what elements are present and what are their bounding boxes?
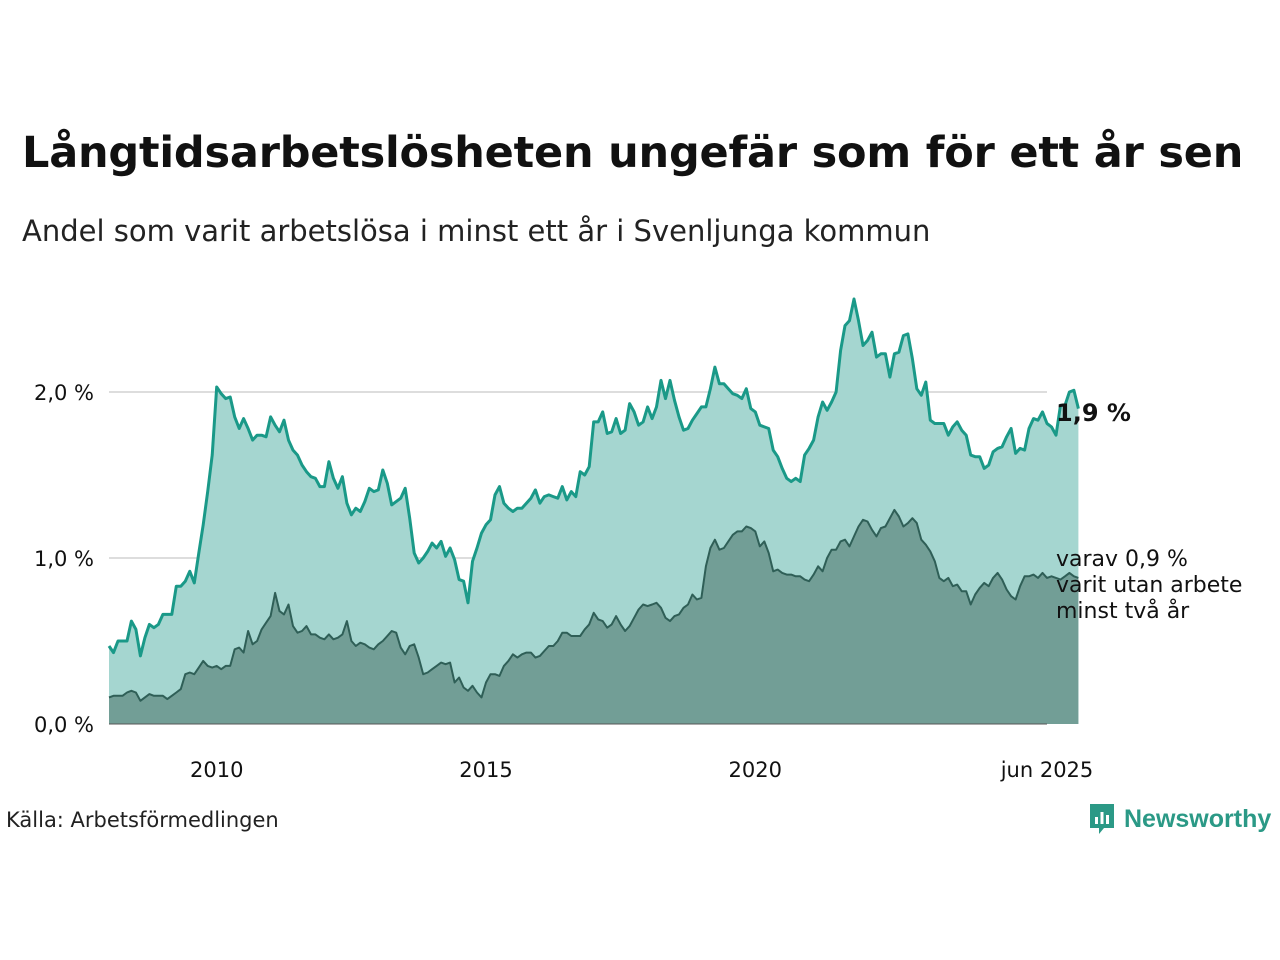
y-tick-label: 2,0 % xyxy=(34,381,94,405)
long-term-end-label: minst två år xyxy=(1056,598,1190,624)
total-line xyxy=(107,297,1080,658)
chart-title: Långtidsarbetslösheten ungefär som för e… xyxy=(22,128,1244,178)
long-term-area xyxy=(109,509,1079,724)
newsworthy-logo-icon xyxy=(1090,804,1114,834)
long-term-end-label: varit utan arbete xyxy=(1056,573,1242,598)
x-tick-label: 2015 xyxy=(459,758,512,782)
y-tick-label: 1,0 % xyxy=(34,547,94,571)
source-note: Källa: Arbetsförmedlingen xyxy=(6,808,279,832)
chart-subtitle: Andel som varit arbetslösa i minst ett å… xyxy=(22,214,931,248)
y-tick-label: 0,0 % xyxy=(34,713,94,737)
newsworthy-logo: Newsworthy xyxy=(1088,802,1271,836)
x-tick-label: jun 2025 xyxy=(1000,758,1094,782)
long-term-line xyxy=(108,508,1079,702)
x-tick-label: 2020 xyxy=(729,758,782,782)
x-tick-label: 2010 xyxy=(190,758,243,782)
long-term-end-label: varav 0,9 % xyxy=(1056,547,1188,572)
total-end-label: 1,9 % xyxy=(1056,399,1131,427)
newsworthy-logo-text: Newsworthy xyxy=(1124,804,1272,833)
